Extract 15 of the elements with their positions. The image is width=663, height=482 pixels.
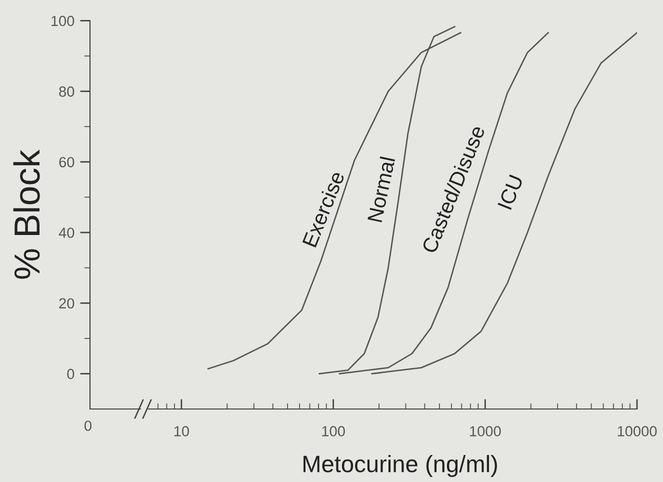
x-tick-label: 10000 bbox=[618, 426, 657, 436]
y-tick-label: 40 bbox=[58, 228, 74, 238]
y-tick-label: 0 bbox=[67, 368, 74, 380]
x-tick-label: 100 bbox=[322, 426, 345, 436]
annotation: ICU bbox=[498, 174, 524, 210]
x-tick-label: 1000 bbox=[470, 426, 501, 436]
y-tick-label: 80 bbox=[59, 86, 74, 97]
y-tick-label: 100 bbox=[52, 16, 74, 26]
annotation: Normal bbox=[366, 156, 396, 222]
text: 0 bbox=[84, 420, 92, 431]
y-tick-label: 20 bbox=[59, 298, 74, 309]
y-axis-title: % Block bbox=[13, 150, 40, 279]
y-tick-label: 60 bbox=[59, 157, 74, 168]
x-axis-title: Metocurine (ng/ml) bbox=[304, 455, 497, 478]
x-tick-label: 10 bbox=[174, 426, 189, 436]
